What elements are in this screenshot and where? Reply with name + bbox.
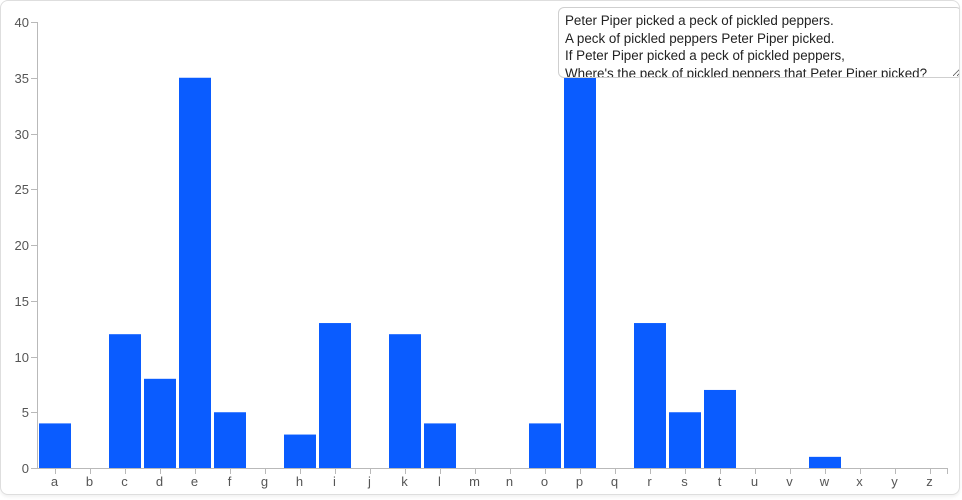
x-tick-label: g (261, 474, 268, 489)
y-tick-label: 20 (15, 238, 29, 253)
x-tick-label: k (401, 474, 408, 489)
x-tick-label: f (228, 474, 232, 489)
x-tick-label: r (647, 474, 652, 489)
x-tick-label: s (681, 474, 688, 489)
x-tick-label: x (856, 474, 863, 489)
bar-h (284, 434, 316, 468)
x-tick-label: y (891, 474, 898, 489)
x-tick-label: w (819, 474, 830, 489)
bars (39, 77, 841, 468)
x-tick-label: m (469, 474, 480, 489)
bar-p (564, 77, 596, 468)
bar-e (179, 77, 211, 468)
x-tick-label: h (296, 474, 303, 489)
x-tick-label: o (541, 474, 548, 489)
x-tick-label: l (438, 474, 441, 489)
y-tick-label: 35 (15, 71, 29, 86)
bar-a (39, 423, 71, 468)
x-tick-label: e (191, 474, 198, 489)
x-tick-label: n (506, 474, 513, 489)
x-tick-label: d (156, 474, 163, 489)
x-tick-label: b (86, 474, 93, 489)
bar-t (704, 389, 736, 468)
x-tick-label: v (786, 474, 793, 489)
x-tick-label: a (51, 474, 59, 489)
bar-k (389, 334, 421, 468)
bar-f (214, 412, 246, 468)
bar-i (319, 323, 351, 468)
y-axis: 0 5 10 15 20 25 30 35 40 (15, 15, 38, 476)
x-tick-label: j (367, 474, 371, 489)
x-tick-label: u (751, 474, 758, 489)
x-tick-label: t (718, 474, 722, 489)
bar-c (109, 334, 141, 468)
bar-r (634, 323, 666, 468)
bar-l (424, 423, 456, 468)
x-tick-label: c (121, 474, 128, 489)
bar-d (144, 378, 176, 468)
y-tick-label: 10 (15, 350, 29, 365)
y-tick-label: 15 (15, 294, 29, 309)
y-tick-label: 40 (15, 15, 29, 30)
x-tick-label: q (611, 474, 618, 489)
bar-o (529, 423, 561, 468)
text-input[interactable]: Peter Piper picked a peck of pickled pep… (558, 7, 959, 78)
x-tick-label: z (926, 474, 933, 489)
y-tick-label: 25 (15, 182, 29, 197)
x-tick-label: p (576, 474, 583, 489)
bar-w (809, 456, 841, 468)
y-tick-label: 0 (22, 461, 29, 476)
x-axis: a b c d e f g h i j k l m n o p q r s t u v w x y z (37, 468, 948, 489)
x-tick-label: i (333, 474, 336, 489)
y-tick-label: 5 (22, 405, 29, 420)
y-tick-label: 30 (15, 127, 29, 142)
bar-s (669, 412, 701, 468)
